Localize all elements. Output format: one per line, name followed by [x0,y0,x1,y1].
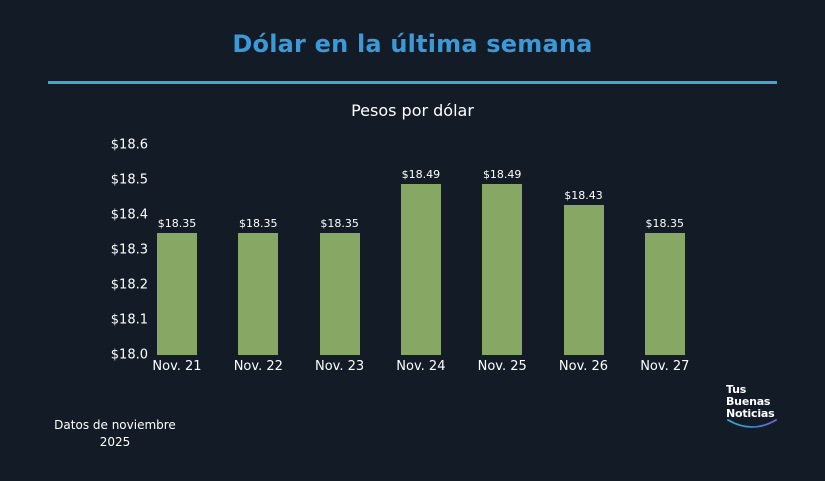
x-axis-tick-label: Nov. 25 [477,359,527,374]
bar-value-label: $18.49 [401,167,441,181]
brand-logo: Tus Buenas Noticias [726,384,786,436]
chart-title: Dólar en la última semana [232,30,593,58]
data-source-note: Datos de noviembre 2025 [40,417,190,451]
y-axis-tick-label: $18.3 [110,242,148,258]
bar-value-label: $18.35 [157,216,197,230]
note-line-1: Datos de noviembre [54,418,176,432]
bar-nov-26 [563,204,604,355]
bar-nov-27 [644,232,685,355]
logo-line-2: Buenas [726,395,771,408]
x-axis-tick-label: Nov. 21 [152,359,202,374]
bar-nov-23 [319,232,360,355]
bar-value-label: $18.43 [564,188,603,202]
bar-nov-24 [400,183,441,355]
x-axis-tick-label: Nov. 22 [233,359,283,374]
x-axis-tick-label: Nov. 24 [396,359,446,374]
x-axis-tick-label: Nov. 26 [558,359,609,374]
x-axis-tick-label: Nov. 23 [315,359,365,374]
bar-value-label: $18.49 [482,167,522,181]
bar-value-label: $18.35 [320,216,359,230]
y-axis-tick-label: $18.4 [110,207,148,223]
chart-subtitle: Pesos por dólar [351,101,474,120]
bar-value-label: $18.35 [645,216,685,230]
y-axis-tick-label: $18.6 [110,137,148,153]
logo-line-3: Noticias [726,407,775,420]
note-line-2: 2025 [99,435,131,449]
y-axis-tick-label: $18.0 [110,347,148,363]
bar-nov-25 [482,183,523,355]
bar-value-label: $18.35 [239,216,278,230]
x-axis-tick-label: Nov. 27 [640,359,690,374]
y-axis-tick-label: $18.5 [110,172,148,188]
y-axis-tick-label: $18.2 [110,277,148,293]
bar-nov-22 [238,232,279,355]
title-divider [48,81,777,84]
logo-line-1: Tus [726,383,747,396]
bar-nov-21 [157,232,197,355]
y-axis-tick-label: $18.1 [110,312,148,328]
logo-smile-arc-icon [727,419,777,428]
